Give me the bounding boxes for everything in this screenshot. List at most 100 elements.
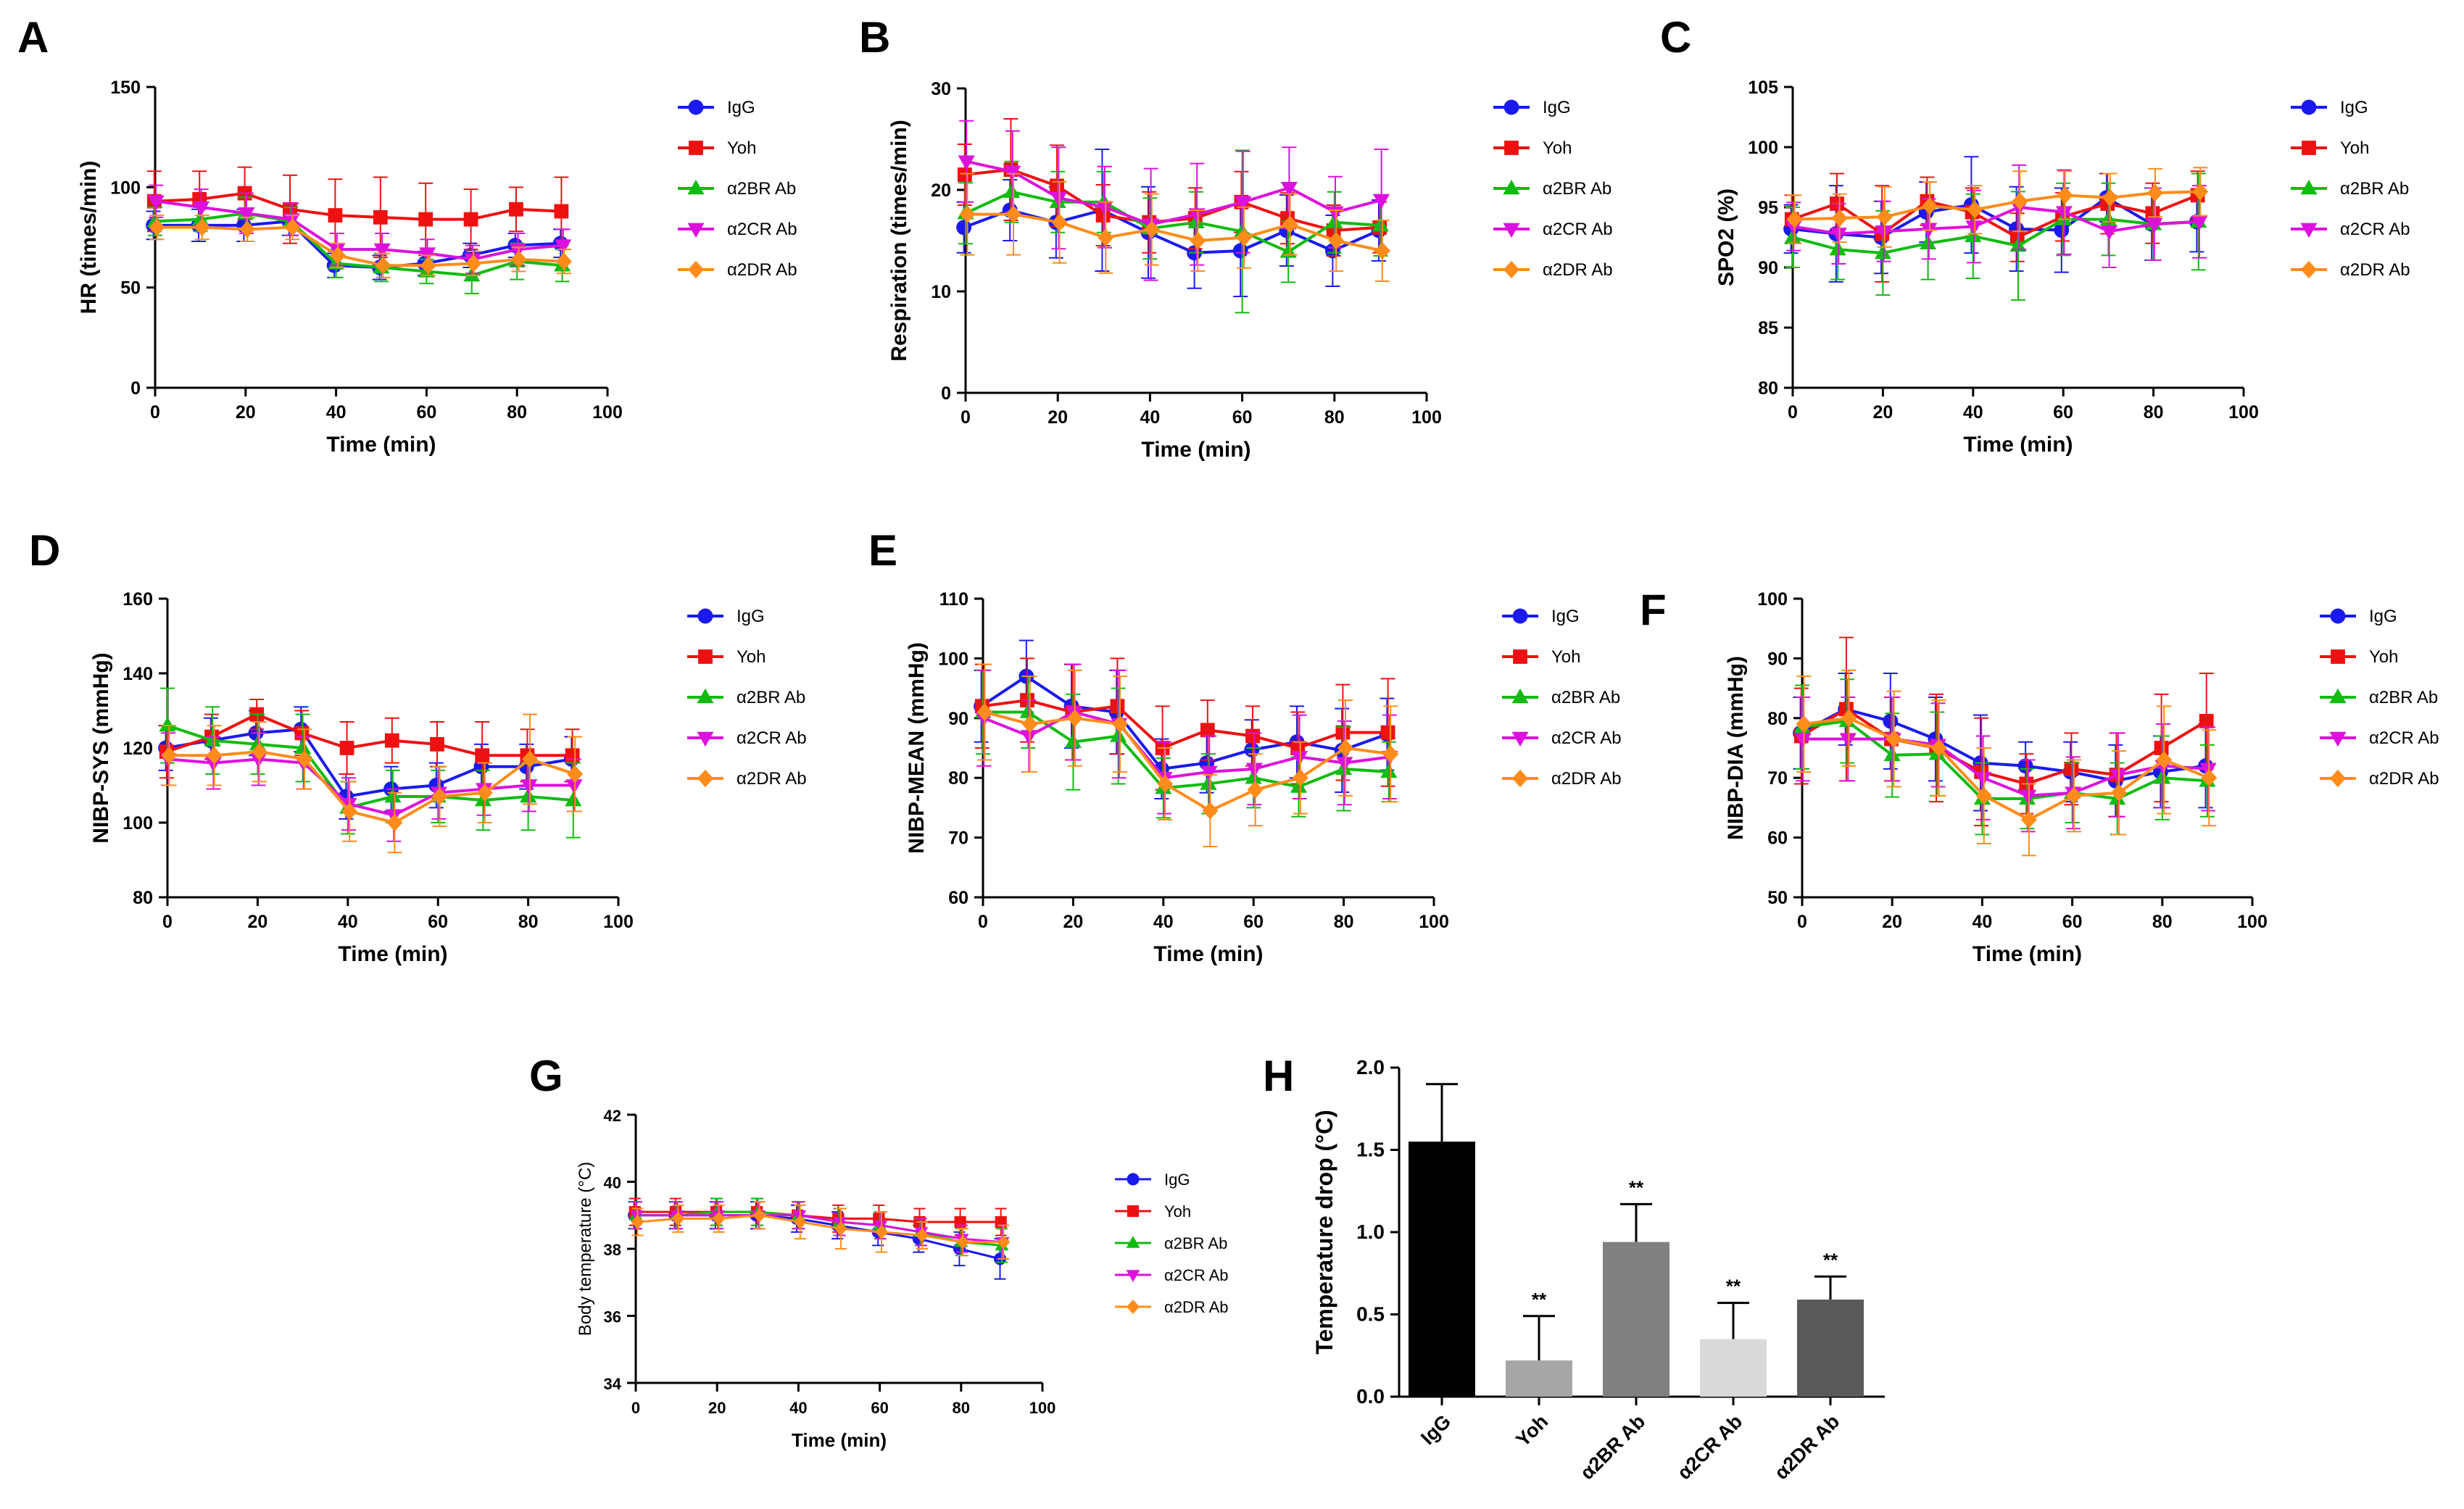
legend-marker [2329,731,2347,747]
x-tick-label: 100 [592,402,623,423]
y-tick-label: 150 [110,78,141,98]
x-tick-label: 80 [1334,912,1354,932]
legend-label: IgG [2369,607,2397,626]
data-point [2192,183,2209,201]
data-point [1064,733,1082,749]
series-a2dr-ab [161,713,584,854]
x-tick-label: 100 [603,912,634,932]
y-axis-title: Temperature drop (°C) [1311,1110,1337,1355]
panel-A: A 0 50 100 150 0 20 40 60 80 100 Time (min) HR (time… [17,13,797,457]
panel-E: E 60 70 80 90 100 110 0 20 40 60 80 100 Time (min) NIB… [868,526,1622,966]
legend-item-a2cr-ab: α2CR Ab [687,728,807,748]
legend-marker [1503,179,1520,195]
data-point [567,765,584,783]
legend-marker [1127,1205,1140,1218]
legend-marker [2330,608,2346,624]
x-axis-title: Time (min) [338,942,447,966]
legend-item-a2cr-ab: α2CR Ab [1493,220,1613,239]
series-line [966,159,1382,226]
panel-D: D 80 100 120 140 160 0 20 40 60 80 100 Time (min) NIB… [29,526,807,966]
y-tick-label: 110 [939,589,968,610]
x-tick-label: 80 [518,912,539,932]
legend-item-a2br-ab: α2BR Ab [1493,179,1611,199]
legend-item-a2cr-ab: α2CR Ab [2320,728,2439,748]
series-line [634,1210,1001,1223]
x-tick-label: 60 [1243,912,1264,932]
data-point [2154,769,2171,784]
y-tick-label: 90 [948,709,968,729]
data-point [1874,244,1891,259]
legend-item-a2dr-ab: α2DR Ab [1115,1298,1229,1316]
data-point [1829,241,1846,256]
y-tick-label: 36 [604,1308,621,1326]
data-point [1967,201,1983,219]
x-tick-label: 100 [1411,407,1442,428]
x-tick-label: 20 [1048,407,1068,428]
panel-letter: A [17,13,49,62]
data-point [2147,183,2163,202]
data-point [1372,216,1389,232]
data-point [149,218,165,236]
data-point [1786,210,1803,228]
legend-label: α2BR Ab [2340,179,2409,199]
series-line [169,750,576,824]
legend-label: α2BR Ab [1543,179,1611,199]
legend-item-yoh: Yoh [678,138,757,158]
legend-label: IgG [2340,98,2368,117]
series-line [1792,217,2199,255]
x-tick-label: 60 [2062,912,2083,932]
y-axis-title: NIBP-DIA (mmHg) [1724,656,1748,840]
series-a2dr-ab [631,1201,1011,1260]
legend-item-a2cr-ab: α2CR Ab [1502,728,1622,748]
series-line [636,1214,1003,1244]
data-point [1831,209,1848,228]
legend-label: α2BR Ab [2369,688,2438,707]
legend-item-a2cr-ab: α2CR Ab [678,220,797,239]
y-tick-label: 0 [941,383,951,404]
legend-marker [687,179,705,195]
data-point [565,779,583,794]
series-line [637,1214,1004,1244]
series-line [167,724,573,810]
y-tick-label: 1.5 [1356,1139,1385,1161]
x-axis-title: Time (min) [1963,433,2073,457]
x-tick-label: 0 [1797,912,1807,932]
data-point [2156,751,2173,769]
y-tick-label: 34 [604,1375,622,1393]
data-point [1050,178,1064,194]
x-tick-label: 0 [978,912,988,932]
x-tick-label: 100 [2228,402,2259,423]
data-point [509,201,523,217]
y-tick-label: 30 [931,79,951,99]
legend-marker [688,260,704,279]
panel-letter: C [1660,13,1691,62]
series-line [155,199,563,261]
data-point [373,243,391,259]
legend-marker [1511,731,1529,747]
data-point [204,757,222,772]
legend-marker [687,223,705,238]
legend-marker [2301,260,2317,279]
data-point [1190,231,1206,250]
x-axis-title: Time (min) [792,1429,887,1451]
legend-label: Yoh [1543,138,1572,158]
data-point [2009,230,2025,245]
data-point [522,750,538,768]
panel-C: C 80 85 90 95 100 105 0 20 40 60 80 100 Time (min) SPO… [1660,13,2410,457]
legend-label: α2CR Ab [1164,1266,1229,1284]
y-tick-label: 140 [123,664,153,684]
legend: IgG Yoh α2BR Ab α2CR Ab α2DR Ab [1115,1171,1229,1316]
x-tick-label: 0 [162,912,173,932]
legend-marker [1503,99,1519,115]
data-point [1930,739,1947,757]
data-point [431,787,448,806]
x-tick-label: 60 [416,402,436,423]
data-point [1157,775,1174,793]
panel-letter: F [1640,586,1667,634]
series-a2dr-ab [1786,167,2209,248]
data-point [1112,715,1128,733]
x-tick-label: 40 [1972,912,1992,932]
legend-item-a2cr-ab: α2CR Ab [2291,220,2410,239]
data-point [339,741,354,755]
x-tick-label: 0 [631,1399,640,1417]
